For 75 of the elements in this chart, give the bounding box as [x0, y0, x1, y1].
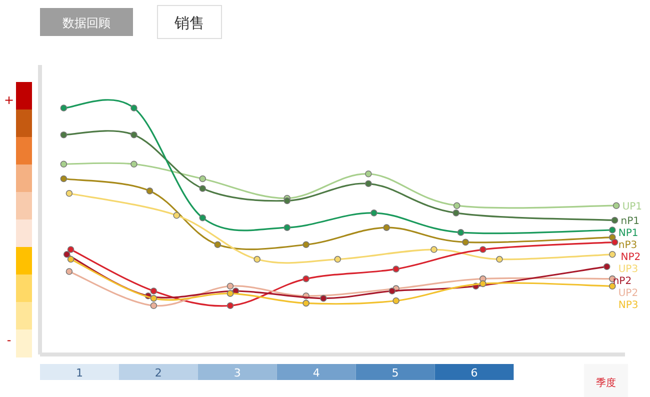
point — [199, 214, 206, 222]
point — [392, 297, 400, 304]
x-tick-label: 2 — [154, 366, 162, 380]
point — [392, 266, 400, 272]
point — [199, 185, 206, 192]
text: - — [6, 333, 12, 347]
point — [254, 256, 261, 263]
point — [60, 131, 68, 138]
text: 销售 — [174, 14, 204, 32]
x-tick-label: 3 — [234, 366, 241, 380]
point — [199, 175, 206, 182]
text: + — [4, 93, 14, 107]
x-axis-title: 季度 — [596, 377, 616, 389]
point — [226, 302, 234, 310]
point — [365, 170, 372, 178]
point — [388, 288, 396, 294]
point — [479, 280, 486, 288]
point — [67, 246, 74, 253]
series-label: UP1 — [622, 202, 642, 213]
point — [611, 238, 618, 246]
point — [63, 251, 70, 258]
point — [150, 294, 158, 302]
point — [284, 224, 291, 231]
point — [66, 268, 73, 275]
point — [453, 202, 460, 209]
series-label: NP1 — [618, 228, 638, 240]
point — [608, 282, 616, 290]
point — [365, 180, 372, 188]
series-label: NP2 — [620, 252, 641, 264]
point — [67, 256, 74, 263]
point — [130, 160, 138, 168]
point — [150, 302, 158, 310]
point — [130, 104, 138, 112]
series-label: nP1 — [620, 216, 640, 228]
point — [457, 229, 464, 236]
series-label: NP3 — [618, 300, 638, 312]
series-label: nP2 — [612, 276, 632, 288]
point — [334, 256, 342, 263]
point — [370, 210, 378, 216]
point — [302, 241, 310, 248]
point — [284, 197, 291, 204]
point — [214, 241, 222, 248]
series-label: nP3 — [618, 240, 638, 252]
point — [603, 263, 610, 270]
point — [452, 210, 460, 216]
point — [60, 160, 68, 168]
point — [150, 288, 158, 294]
text: 数据回顾 — [62, 16, 110, 30]
x-tick-label: 1 — [76, 366, 83, 380]
point — [226, 282, 234, 290]
series-label: UP2 — [618, 288, 638, 300]
point — [130, 131, 138, 138]
point — [66, 190, 73, 197]
series-label: UP3 — [618, 264, 638, 276]
point — [462, 238, 469, 246]
point — [611, 216, 618, 224]
point — [60, 104, 68, 112]
x-tick-label: 4 — [312, 366, 320, 380]
point — [302, 275, 310, 282]
point — [608, 251, 616, 258]
point — [60, 175, 68, 182]
point — [146, 188, 154, 194]
point — [302, 300, 310, 307]
point — [430, 246, 438, 253]
point — [496, 256, 503, 263]
point — [479, 246, 486, 253]
point — [173, 212, 180, 219]
point — [608, 234, 616, 241]
point — [383, 224, 390, 231]
point — [320, 294, 327, 302]
point — [226, 290, 234, 297]
point — [612, 202, 620, 209]
x-tick-label: 5 — [392, 366, 399, 380]
x-tick-label: 6 — [470, 366, 478, 380]
point — [608, 226, 616, 234]
